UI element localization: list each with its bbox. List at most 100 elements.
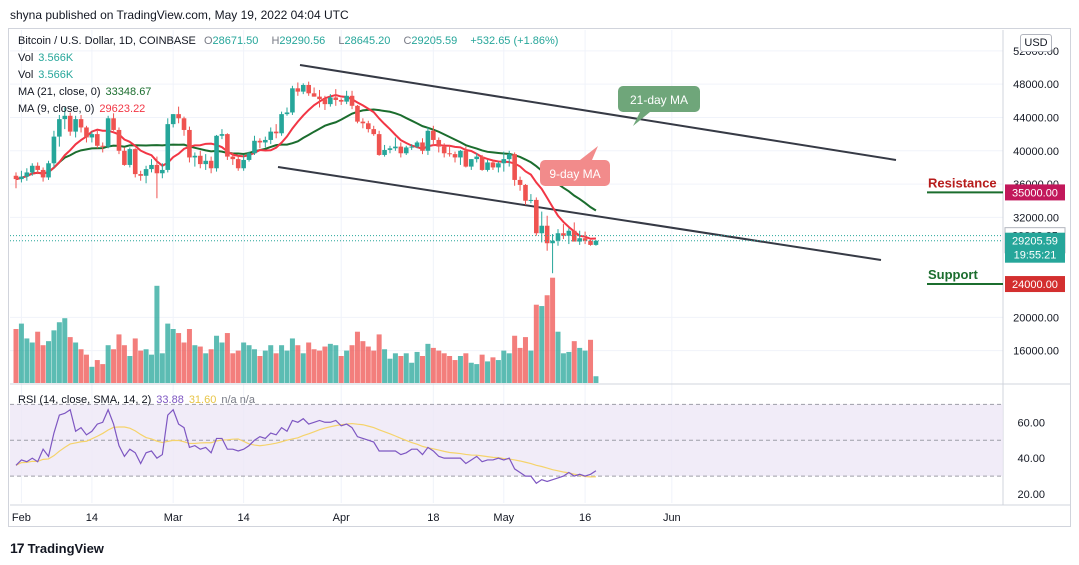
candle-body <box>523 184 528 201</box>
legend-vol2-value: 3.566K <box>38 69 74 81</box>
candle-body <box>149 164 154 170</box>
volume-bar <box>176 333 182 383</box>
ma21-line <box>15 108 597 212</box>
volume-bar <box>143 349 149 383</box>
volume-bar <box>571 341 577 383</box>
time-tick-label: 14 <box>238 512 250 524</box>
ma9-line <box>15 94 596 240</box>
candle-body <box>517 179 523 185</box>
volume-bar <box>560 353 566 383</box>
candle-body <box>40 169 46 178</box>
candle-body <box>214 135 219 169</box>
candle-body <box>317 96 322 100</box>
candle-body <box>111 118 116 130</box>
time-tick-label: 16 <box>579 512 591 524</box>
candle-body <box>225 134 230 157</box>
volume-bar <box>165 323 171 383</box>
volume-bar <box>262 350 268 383</box>
legend-row-vol1: Vol 3.566K <box>18 52 78 64</box>
volume-bar <box>371 350 377 383</box>
volume-bar <box>398 356 404 383</box>
volume-bar <box>430 347 436 383</box>
rsi-tick-label: 60.00 <box>1017 417 1045 429</box>
candle-body <box>290 88 295 113</box>
rsi-tick-label: 40.00 <box>1017 453 1045 465</box>
volume-bar <box>289 338 295 383</box>
ma21-callout-label: 21-day MA <box>630 93 688 107</box>
volume-bar <box>241 342 247 383</box>
candle-body <box>561 233 566 236</box>
volume-bar <box>376 334 382 383</box>
volume-bar <box>18 323 24 383</box>
rsi-sma-line <box>15 422 596 478</box>
candle-body <box>73 119 78 132</box>
candle-body <box>62 115 68 120</box>
volume-bar <box>127 356 133 383</box>
volume-bar <box>257 356 263 383</box>
candle-body <box>534 199 539 234</box>
volume-bar <box>468 362 474 383</box>
volume-bar <box>235 350 241 383</box>
price-tick-label: 40000.00 <box>1013 146 1059 158</box>
legend-open-label: O <box>203 35 213 47</box>
legend-high: 29290.56 <box>279 35 326 47</box>
volume-bar <box>436 350 442 383</box>
candle-body <box>105 118 111 147</box>
volume-bar <box>457 356 463 383</box>
time-tick-label: 14 <box>86 512 98 524</box>
candle-body <box>582 238 588 241</box>
volume-bar <box>67 337 73 383</box>
candle-body <box>555 233 561 241</box>
volume-bar <box>62 318 68 383</box>
support-price-label: 24000.00 <box>1012 279 1058 291</box>
candle-body <box>376 134 382 155</box>
candle-body <box>165 124 171 170</box>
candle-body <box>528 199 534 201</box>
legend-high-label: H <box>271 35 280 47</box>
legend-ma21-label: MA (21, close, 0) <box>18 86 101 98</box>
volume-bar <box>392 353 398 383</box>
currency-button[interactable]: USD <box>1020 34 1052 52</box>
time-tick-label: May <box>493 512 514 524</box>
volume-bar <box>186 329 192 383</box>
candle-body <box>252 140 257 154</box>
candle-body <box>506 154 512 160</box>
ma21-callout-pointer <box>633 112 650 126</box>
legend-low: 28645.20 <box>344 35 391 47</box>
volume-bar <box>512 335 518 383</box>
volume-bar <box>203 353 209 383</box>
volume-bar <box>338 356 344 383</box>
volume-bar <box>192 345 198 383</box>
volume-bar <box>474 364 480 383</box>
volume-bar <box>230 353 236 383</box>
legend-low-label: L <box>338 35 345 47</box>
volume-bar <box>344 350 350 383</box>
volume-bar <box>73 342 79 383</box>
candle-body <box>257 140 263 143</box>
volume-bar <box>132 338 138 383</box>
candle-body <box>143 169 149 176</box>
volume-bar <box>306 342 312 383</box>
volume-bar <box>279 345 285 383</box>
volume-bar <box>317 350 323 383</box>
volume-bar <box>219 342 225 383</box>
candle-body <box>208 160 214 169</box>
candle-body <box>360 121 366 124</box>
candle-body <box>409 146 414 148</box>
legend-vol-value: 3.566K <box>38 52 74 64</box>
footer-brand[interactable]: 17 TradingView <box>10 540 104 556</box>
volume-bar <box>154 285 160 383</box>
candle-body <box>273 131 279 134</box>
volume-bar <box>528 350 534 383</box>
ma9-callout-pointer <box>580 146 598 160</box>
ma9-callout-label: 9-day MA <box>549 167 600 181</box>
support-price-box <box>1005 276 1065 293</box>
candle-body <box>577 238 582 242</box>
volume-bar <box>506 353 512 383</box>
legend-vol-label: Vol <box>18 52 34 64</box>
candle-body <box>393 146 398 149</box>
volume-bar <box>463 353 469 383</box>
volume-bar <box>121 345 127 383</box>
volume-bar <box>111 349 117 383</box>
